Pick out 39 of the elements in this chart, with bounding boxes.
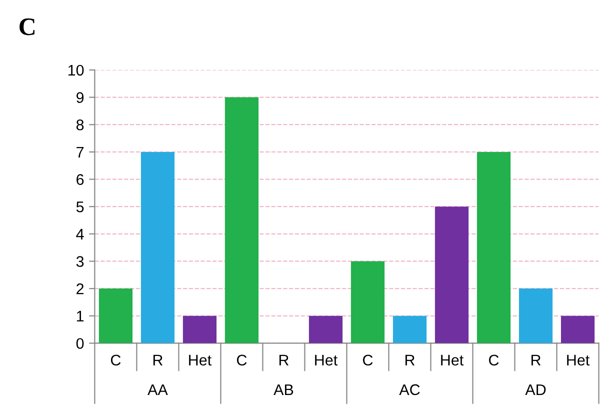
- x-tick-label: C: [489, 354, 499, 366]
- bar: [434, 206, 469, 344]
- x-tick-label: C: [236, 354, 247, 366]
- text: AA: [148, 384, 168, 395]
- bar: [518, 288, 553, 344]
- text: AD: [525, 384, 546, 395]
- bar: [98, 288, 133, 344]
- bar: [350, 261, 385, 344]
- x-tick-label: C: [110, 354, 121, 366]
- x-tick-label: R: [153, 354, 163, 366]
- y-tick-label: 5: [76, 202, 84, 212]
- y-tick-label: 7: [76, 146, 84, 158]
- bar: [308, 316, 343, 344]
- y-tick-label: 2: [76, 283, 84, 294]
- x-tick-label: Het: [441, 354, 464, 366]
- y-tick-label: 9: [76, 92, 84, 103]
- bar: [140, 152, 175, 344]
- x-tick-label: Het: [315, 354, 338, 366]
- x-tick-label: R: [279, 354, 289, 366]
- bar: [476, 152, 511, 344]
- text: AC: [399, 384, 420, 396]
- y-tick-label: 3: [76, 256, 84, 267]
- bar: [392, 316, 427, 344]
- x-tick-label: Het: [189, 354, 212, 366]
- chart-title: C: [20, 18, 34, 36]
- text: AB: [274, 384, 294, 395]
- y-tick-label: 4: [76, 228, 84, 240]
- x-tick-label: C: [363, 354, 373, 366]
- x-tick-label: R: [532, 354, 541, 366]
- bar: [224, 97, 259, 344]
- bar: [560, 316, 595, 344]
- bar: [182, 316, 217, 344]
- y-tick-label: 0: [76, 338, 84, 349]
- y-tick-label: 10: [68, 64, 84, 76]
- y-tick-label: 8: [76, 119, 84, 130]
- x-tick-label: R: [405, 354, 415, 366]
- x-tick-label: Het: [567, 354, 590, 366]
- y-tick-label: 1: [76, 310, 84, 322]
- y-tick-label: 6: [76, 174, 84, 185]
